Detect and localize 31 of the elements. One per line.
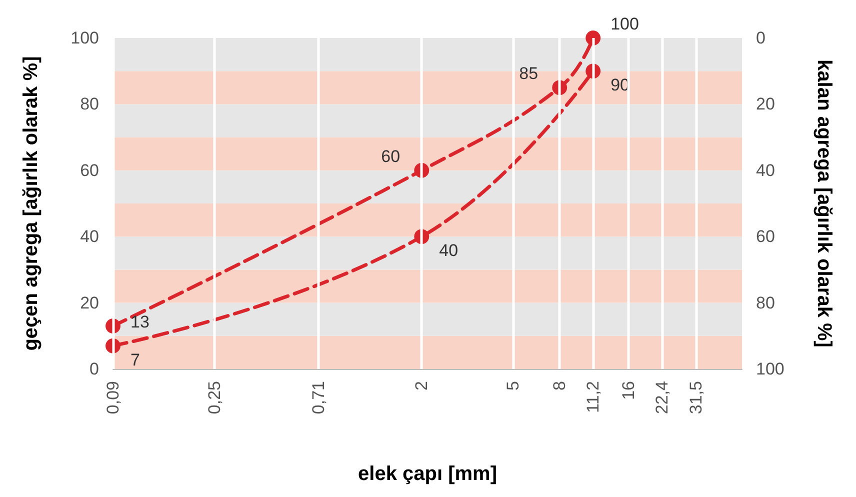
y-tick-label: 100 <box>70 28 99 48</box>
data-label: 40 <box>439 241 458 260</box>
y2-tick-label: 0 <box>756 28 766 48</box>
y2-tick-label: 40 <box>756 160 775 180</box>
x-axis-title: elek çapı [mm] <box>358 463 497 485</box>
x-tick-label: 0,09 <box>104 381 122 414</box>
x-tick-label: 0,71 <box>309 381 328 414</box>
y2-tick-label: 80 <box>756 293 775 312</box>
data-label: 7 <box>130 350 140 370</box>
x-tick-label: 11,2 <box>584 381 603 413</box>
y-tick-label: 40 <box>80 227 99 246</box>
x-tick-label: 2 <box>412 381 432 390</box>
y-tick-label: 80 <box>80 94 99 114</box>
data-label: 100 <box>610 14 639 34</box>
y-axis-title: geçen agrega [ağırlık olarak %] <box>20 56 42 351</box>
y2-axis-title: kalan agrega [ağırlık olarak %] <box>813 60 835 348</box>
data-label: 85 <box>519 64 538 84</box>
data-label: 60 <box>381 146 400 166</box>
data-label: 13 <box>130 312 150 332</box>
x-tick-label: 31,5 <box>686 381 706 414</box>
x-tick-label: 5 <box>503 381 522 390</box>
y-tick-label: 60 <box>80 160 99 180</box>
x-tick-label: 8 <box>550 381 570 390</box>
x-tick-label: 0,25 <box>205 381 224 414</box>
y-tick-label: 20 <box>80 293 99 312</box>
y2-tick-label: 60 <box>756 227 775 246</box>
y2-tick-label: 100 <box>756 360 784 378</box>
y2-tick-label: 20 <box>756 94 775 114</box>
y-tick-label: 0 <box>90 360 99 378</box>
x-tick-label: 22,4 <box>652 381 672 414</box>
x-tick-label: 16 <box>619 381 638 400</box>
